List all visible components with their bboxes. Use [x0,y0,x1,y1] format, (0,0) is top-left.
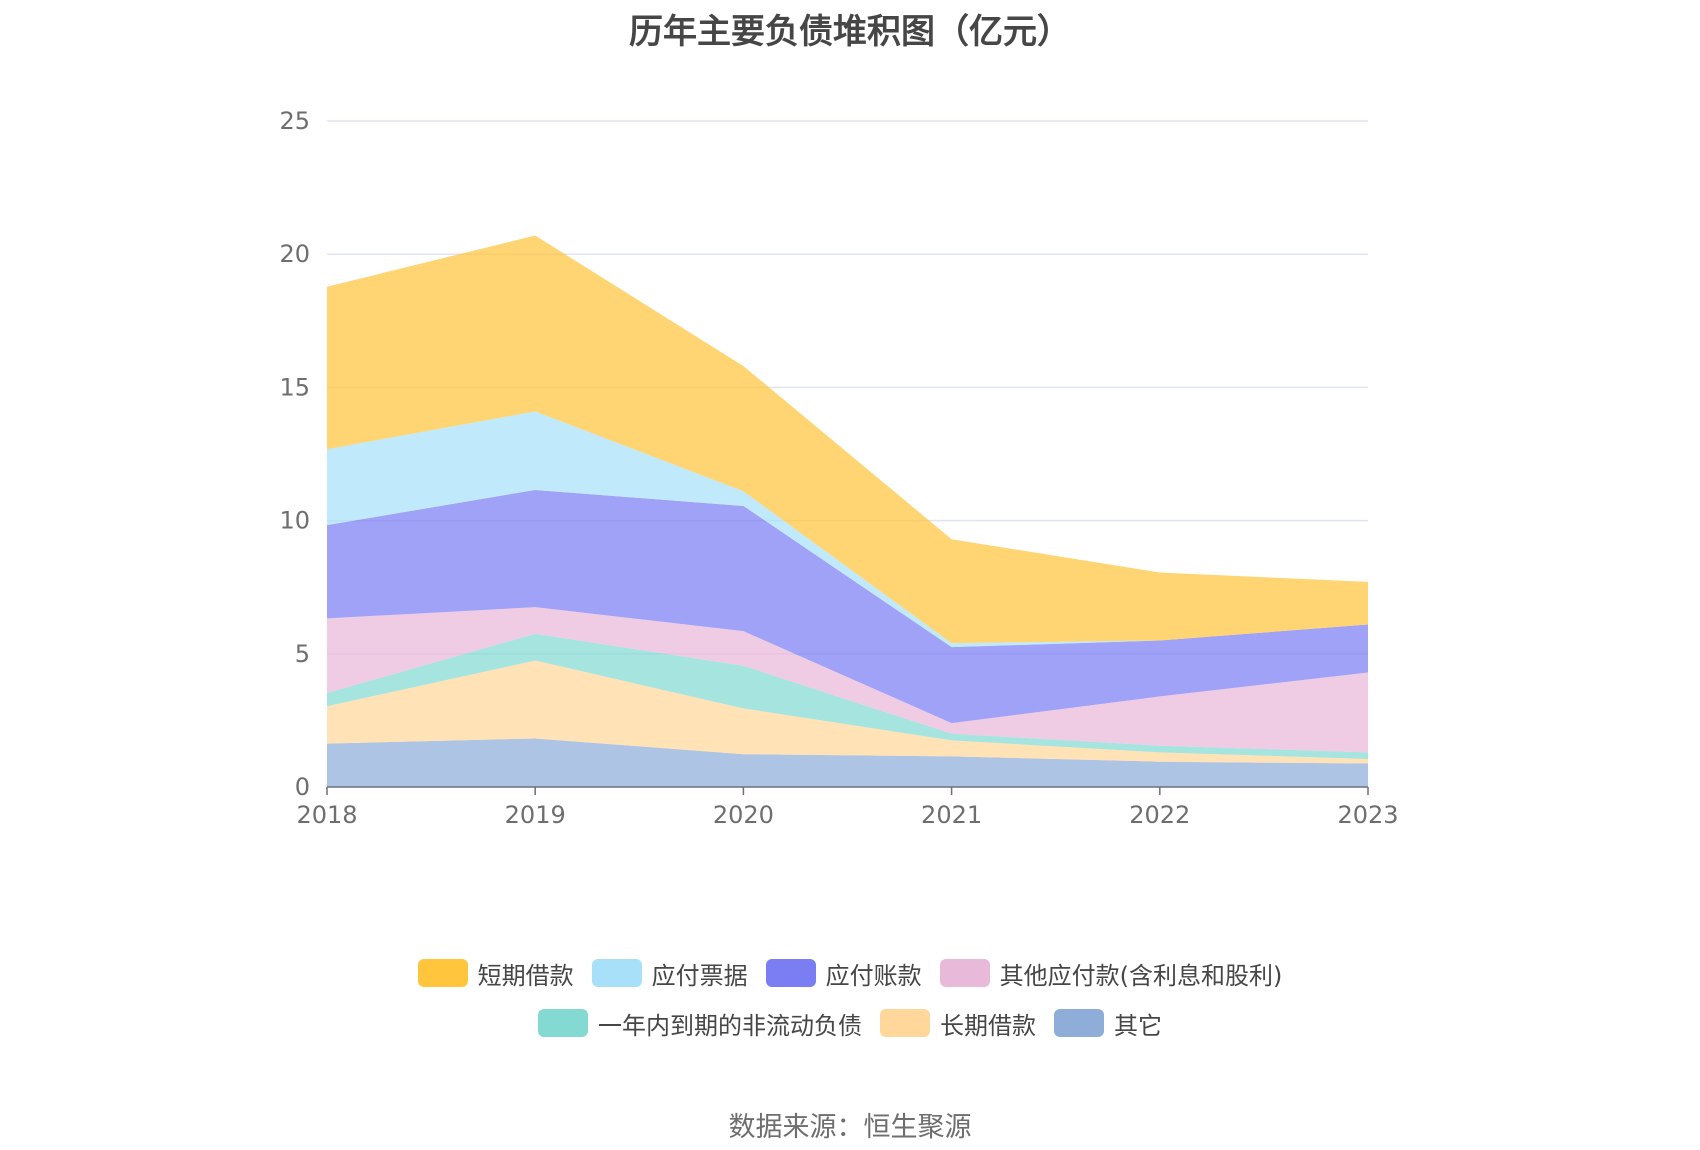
x-tick-label: 2018 [296,801,357,829]
area-series-2[interactable] [327,633,1368,760]
legend-swatch [591,959,642,987]
legend-swatch [417,959,468,987]
stacked-area-chart: 0 5 10 15 20 25 2018 2019 2020 2021 2022 2023 [279,107,1398,829]
legend-label: 一年内到期的非流动负债 [598,1011,862,1040]
legend: 短期借款 应付票据 应付账款 其他应付款(含利息和股利) 一年内到期的非流动负债 长期借… [0,948,1700,1048]
legend-swatch [939,959,990,987]
axes: 0 5 10 15 20 25 2018 2019 2020 2021 2022 2023 [279,107,1398,829]
y-tick-label: 0 [295,773,310,801]
x-tick-label: 2022 [1129,801,1190,829]
legend-item[interactable]: 短期借款 [417,956,574,991]
y-tick-label: 15 [279,373,310,401]
legend-label: 其他应付款(含利息和股利) [999,961,1283,990]
legend-item[interactable]: 其他应付款(含利息和股利) [939,956,1283,991]
x-tick-label: 2021 [921,801,982,829]
y-tick-label: 20 [279,240,310,268]
data-source: 数据来源：恒生聚源 [728,1112,972,1143]
legend-item[interactable]: 应付票据 [591,956,748,991]
area-series-1[interactable] [327,660,1368,764]
area-series-4[interactable] [327,489,1368,724]
legend-label: 短期借款 [477,961,574,990]
area-series-5[interactable] [327,411,1368,648]
area-series-0[interactable] [327,738,1368,787]
legend-label: 其它 [1114,1011,1162,1040]
legend-row: 短期借款 应付票据 应付账款 其他应付款(含利息和股利) [0,948,1700,998]
legend-row: 一年内到期的非流动负债 长期借款 其它 [0,998,1700,1048]
area-series-3[interactable] [327,607,1368,753]
legend-label: 应付账款 [825,961,922,990]
y-tick-label: 10 [279,507,310,535]
x-tick-label: 2023 [1337,801,1398,829]
legend-label: 应付票据 [651,961,748,990]
legend-swatch [765,959,816,987]
area-series [327,235,1368,787]
x-tick-label: 2020 [713,801,774,829]
area-series-6[interactable] [327,235,1368,644]
legend-item[interactable]: 一年内到期的非流动负债 [538,1006,862,1041]
legend-swatch [880,1009,930,1037]
y-tick-label: 5 [295,640,310,668]
chart-title: 历年主要负债堆积图（亿元） [629,12,1071,52]
x-tick-label: 2019 [505,801,566,829]
legend-swatch [538,1009,588,1037]
legend-label: 长期借款 [940,1011,1036,1040]
y-tick-label: 25 [279,107,310,135]
legend-item[interactable]: 应付账款 [765,956,922,991]
legend-swatch [1054,1009,1104,1037]
legend-item[interactable]: 其它 [1054,1006,1162,1041]
legend-item[interactable]: 长期借款 [880,1006,1036,1041]
